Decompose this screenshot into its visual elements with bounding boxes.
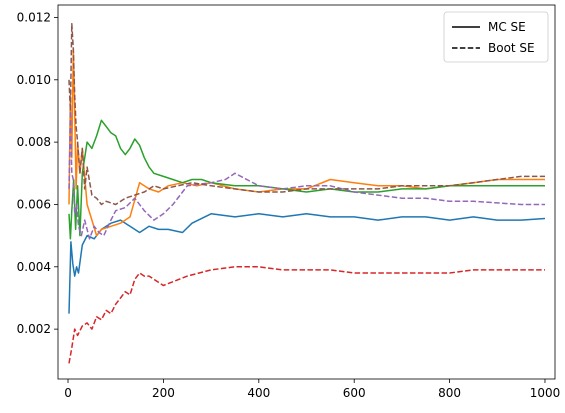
- series-line-2: [68, 47, 545, 237]
- x-tick-label: 1000: [530, 386, 561, 400]
- x-tick-label: 400: [247, 386, 270, 400]
- axes-frame: [57, 4, 556, 380]
- y-tick-label: 0.008: [17, 135, 51, 149]
- y-tick-label: 0.004: [17, 260, 51, 274]
- y-tick-label: 0.002: [17, 322, 51, 336]
- series-line-5: [68, 110, 545, 240]
- series-line-3: [68, 119, 545, 240]
- plot-lines: [68, 22, 546, 364]
- x-tick-label: 200: [152, 386, 175, 400]
- legend-label-2: Boot SE: [488, 41, 535, 55]
- x-tick-label: 0: [64, 386, 72, 400]
- y-tick-label: 0.006: [17, 197, 51, 211]
- y-tick-label: 0.012: [17, 10, 51, 24]
- y-axis: 0.002 0.004 0.006 0.008 0.010 0.012: [17, 10, 58, 336]
- x-axis: 0 200 400 600 800 1000: [64, 379, 560, 400]
- x-tick-label: 800: [438, 386, 461, 400]
- x-tick-label: 600: [343, 386, 366, 400]
- series-line-4: [68, 266, 545, 364]
- y-tick-label: 0.010: [17, 73, 51, 87]
- legend: MC SE Boot SE: [443, 11, 549, 63]
- legend-label-1: MC SE: [488, 20, 526, 34]
- series-line-6: [68, 22, 545, 206]
- series-line-1: [68, 213, 546, 314]
- legend-box: [443, 11, 549, 63]
